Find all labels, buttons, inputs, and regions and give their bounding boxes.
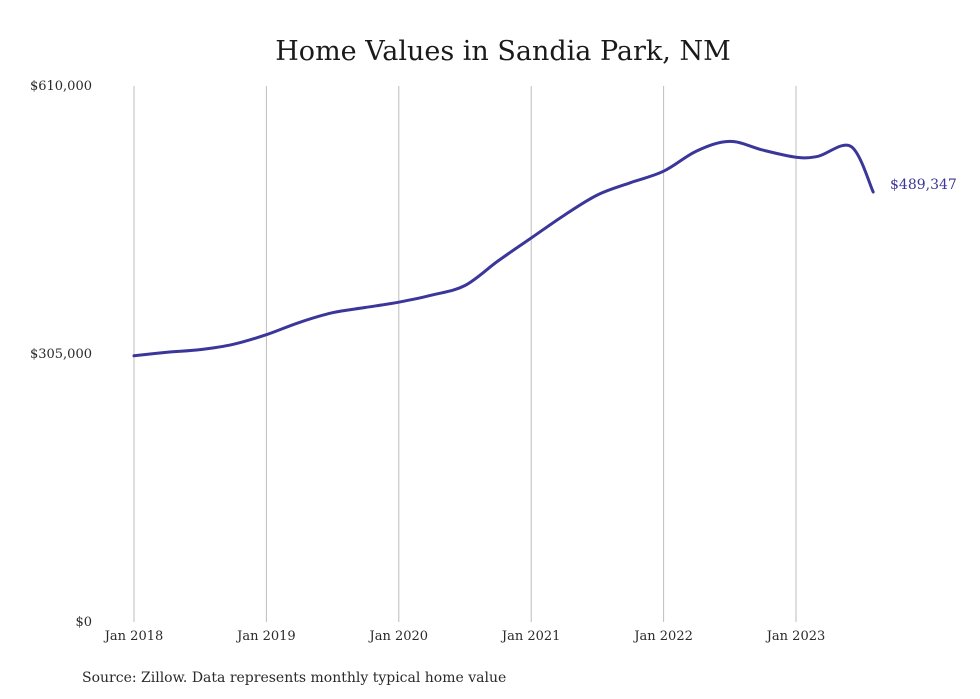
- x-tick-label: Jan 2019: [235, 629, 296, 644]
- x-tick-label: Jan 2021: [500, 629, 561, 644]
- x-tick-label: Jan 2018: [103, 629, 164, 644]
- chart-title: Home Values in Sandia Park, NM: [275, 36, 730, 67]
- end-value-label: $489,347: [890, 177, 957, 193]
- gridlines: [133, 86, 797, 622]
- x-tick-label: Jan 2023: [765, 629, 826, 644]
- x-axis-ticks: Jan 2018 Jan 2019 Jan 2020 Jan 2021 Jan 2022…: [103, 629, 826, 644]
- y-tick-label: $305,000: [30, 347, 92, 362]
- x-tick-label: Jan 2022: [632, 629, 693, 644]
- y-axis-ticks: $0 $305,000 $610,000: [30, 79, 92, 630]
- series-line-0: [132, 139, 875, 358]
- source-note: Source: Zillow. Data represents monthly …: [82, 670, 506, 686]
- x-tick-label: Jan 2020: [368, 629, 429, 644]
- y-tick-label: $610,000: [30, 79, 92, 94]
- series-group: [132, 139, 875, 358]
- y-tick-label: $0: [75, 615, 92, 630]
